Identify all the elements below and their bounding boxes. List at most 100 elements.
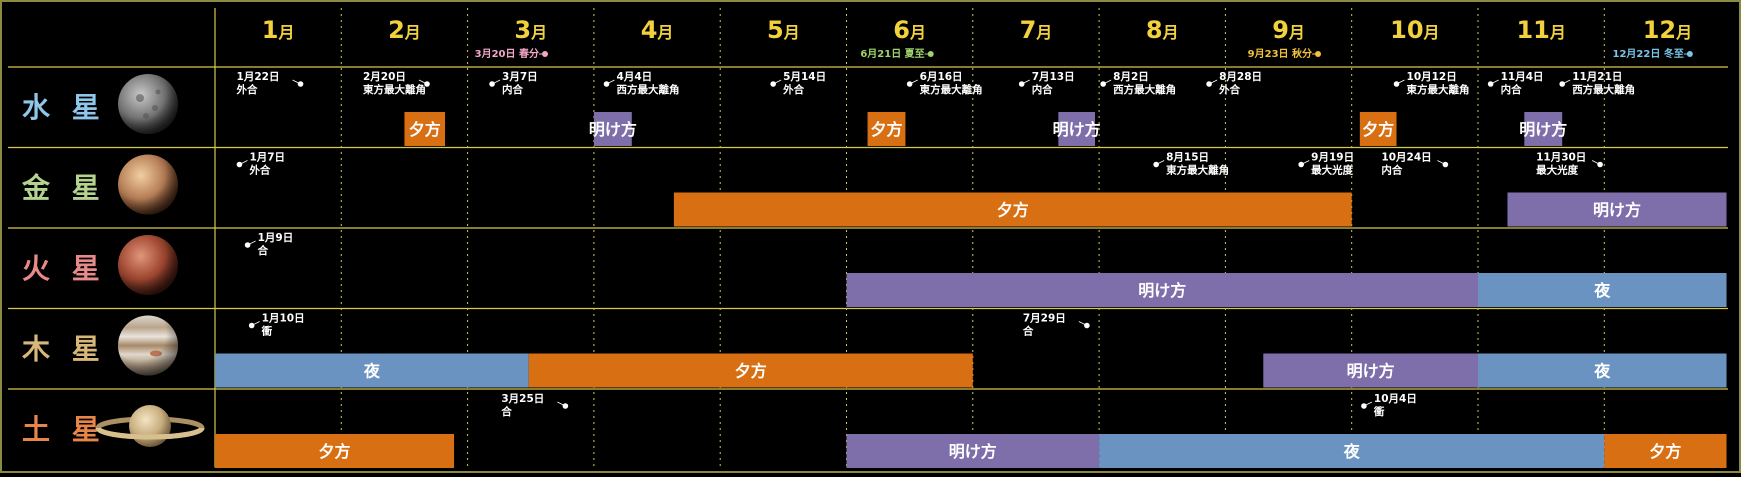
month-number: 8 (1146, 16, 1163, 44)
visibility-bar: 夕方 (215, 434, 455, 468)
event-label: 内合 (1381, 164, 1403, 177)
planet-name: 火 星 (22, 252, 106, 285)
month-label: 1月 (262, 16, 295, 44)
event-label: 3月7日 (502, 71, 538, 83)
bar-rect (1604, 434, 1727, 468)
visibility-bar: 明け方 (1053, 112, 1101, 146)
bar-label: 明け方 (1053, 120, 1101, 139)
bar-label: 明け方 (1519, 120, 1567, 139)
bar-label: 明け方 (949, 442, 997, 461)
bar-label: 明け方 (1138, 281, 1186, 300)
season-dot (1686, 51, 1693, 57)
event-label: 合 (257, 244, 269, 257)
season-label: 6月21日 夏至 (860, 48, 924, 60)
event-label: 東方最大離角 (920, 83, 983, 96)
jupiter-icon (118, 315, 178, 376)
month-number: 10 (1390, 16, 1423, 44)
event-label: 9月19日 (1311, 152, 1354, 164)
event-label: 衝 (261, 325, 273, 338)
event-leader (1078, 321, 1088, 326)
bar-rect (1507, 192, 1727, 227)
visibility-bar: 夕方 (528, 353, 973, 388)
event-label: 内合 (502, 83, 523, 96)
month-label: 9月 (1272, 16, 1305, 44)
planet-rows: 水 星夕方 明け方 夕方 明け方 夕方 明け方1月22日外合2月20日東方最大離角3月7日… (21, 71, 1727, 468)
month-number: 6 (893, 16, 910, 44)
planet-shading (118, 315, 178, 376)
bar-label: 夕方 (997, 201, 1029, 220)
planet-name: 金 星 (21, 172, 106, 205)
event-label: 8月2日 (1113, 71, 1149, 83)
bar-rect (1478, 353, 1727, 388)
bar-label: 夜 (1593, 362, 1611, 381)
month-suffix: 月 (277, 23, 294, 42)
event-label: 1月22日 (237, 71, 280, 83)
event-dot (1487, 81, 1494, 87)
planet-shading (118, 154, 178, 215)
visibility-bar: 明け方 (1519, 112, 1567, 146)
event-leader (1490, 79, 1499, 85)
event-label: 11月30日 (1536, 152, 1586, 164)
event-label: 外合 (236, 83, 258, 96)
event-label: 衝 (1373, 405, 1385, 418)
event-leader (557, 401, 566, 407)
season-dot (1315, 51, 1322, 57)
visibility-bar: 明け方 (1507, 192, 1727, 227)
visibility-bar: 明け方 (589, 112, 637, 146)
bar-label: 明け方 (589, 120, 637, 139)
season-label: 12月22日 冬至 (1613, 47, 1684, 60)
event-dot (1100, 81, 1106, 87)
month-label: 11月 (1516, 16, 1565, 44)
bar-label: 夜 (1593, 281, 1611, 300)
mercury-icon (118, 74, 178, 134)
bar-rect (528, 353, 973, 388)
event-leader (1562, 79, 1571, 85)
month-suffix: 月 (1162, 23, 1179, 42)
event-dot (297, 81, 304, 87)
event-leader (1396, 79, 1405, 85)
month-suffix: 月 (783, 23, 800, 42)
event-label: 3月25日 (501, 393, 544, 405)
event-label: 10月24日 (1381, 152, 1431, 164)
event-label: 10月4日 (1374, 393, 1417, 405)
month-suffix: 月 (1675, 23, 1692, 42)
bar-label: 明け方 (1347, 362, 1395, 381)
bar-rect (593, 112, 632, 146)
event-label: 東方最大離角 (363, 83, 426, 96)
month-number: 12 (1643, 16, 1676, 44)
event-label: 11月4日 (1501, 71, 1544, 83)
month-number: 4 (641, 16, 658, 44)
season-label: 9月23日 秋分 (1248, 47, 1312, 60)
month-label: 5月 (767, 16, 800, 44)
event-label: 最大光度 (1536, 164, 1578, 177)
event-label: 7月13日 (1032, 71, 1075, 83)
month-suffix: 月 (1035, 23, 1052, 42)
event-label: 西方最大離角 (617, 83, 680, 96)
bar-rect (846, 273, 1478, 307)
bar-label: 明け方 (1593, 201, 1641, 220)
month-suffix: 月 (909, 23, 926, 42)
bar-label: 夜 (363, 362, 381, 381)
bar-rect (846, 434, 1100, 468)
bar-label: 夕方 (735, 362, 767, 381)
venus-icon (118, 154, 178, 215)
visibility-bar: 夕方 (1359, 112, 1397, 146)
bar-label: 夕方 (1649, 442, 1681, 461)
bar-rect (1524, 112, 1563, 146)
month-suffix: 月 (656, 23, 673, 42)
event-label: 1月7日 (249, 152, 285, 164)
